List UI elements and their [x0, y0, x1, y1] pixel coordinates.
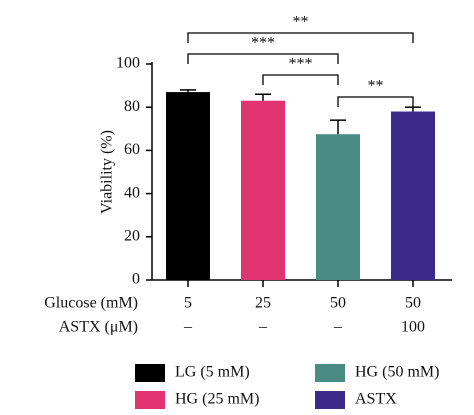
- y-tick-label: 100: [116, 55, 140, 72]
- row-value: 25: [255, 295, 271, 312]
- row-value: –: [258, 319, 268, 336]
- y-tick-label: 80: [124, 98, 140, 115]
- row-value: 100: [401, 319, 425, 336]
- legend-swatch: [135, 391, 165, 409]
- significance-label: **: [368, 78, 384, 95]
- row-value: –: [333, 319, 343, 336]
- row-value: 50: [330, 295, 346, 312]
- legend-label: HG (25 mM): [175, 391, 259, 408]
- row-label: ASTX (μM): [59, 319, 138, 336]
- legend-label: LG (5 mM): [175, 364, 250, 381]
- row-value: –: [183, 319, 193, 336]
- significance-bracket: [262, 74, 339, 85]
- bar: [316, 134, 360, 280]
- significance-label: **: [293, 14, 309, 31]
- legend-label: ASTX: [355, 391, 397, 408]
- significance-bracket: [337, 96, 414, 107]
- y-tick-label: 20: [124, 227, 140, 244]
- legend-swatch: [315, 391, 345, 409]
- y-tick-label: 0: [132, 271, 140, 288]
- legend-swatch: [315, 364, 345, 382]
- significance-bracket: [187, 53, 339, 64]
- significance-bracket: [187, 32, 414, 43]
- significance-label: ***: [251, 35, 275, 52]
- row-value: 50: [405, 295, 421, 312]
- y-axis-label: Viability (%): [99, 130, 116, 214]
- significance-label: ***: [289, 56, 313, 73]
- legend-label: HG (50 mM): [355, 364, 439, 381]
- y-tick-label: 40: [124, 184, 140, 201]
- legend-swatch: [135, 364, 165, 382]
- bar: [166, 92, 210, 280]
- bar: [391, 111, 435, 281]
- bar: [241, 100, 285, 280]
- row-value: 5: [184, 295, 192, 312]
- row-label: Glucose (mM): [44, 295, 138, 312]
- y-tick-label: 60: [124, 141, 140, 158]
